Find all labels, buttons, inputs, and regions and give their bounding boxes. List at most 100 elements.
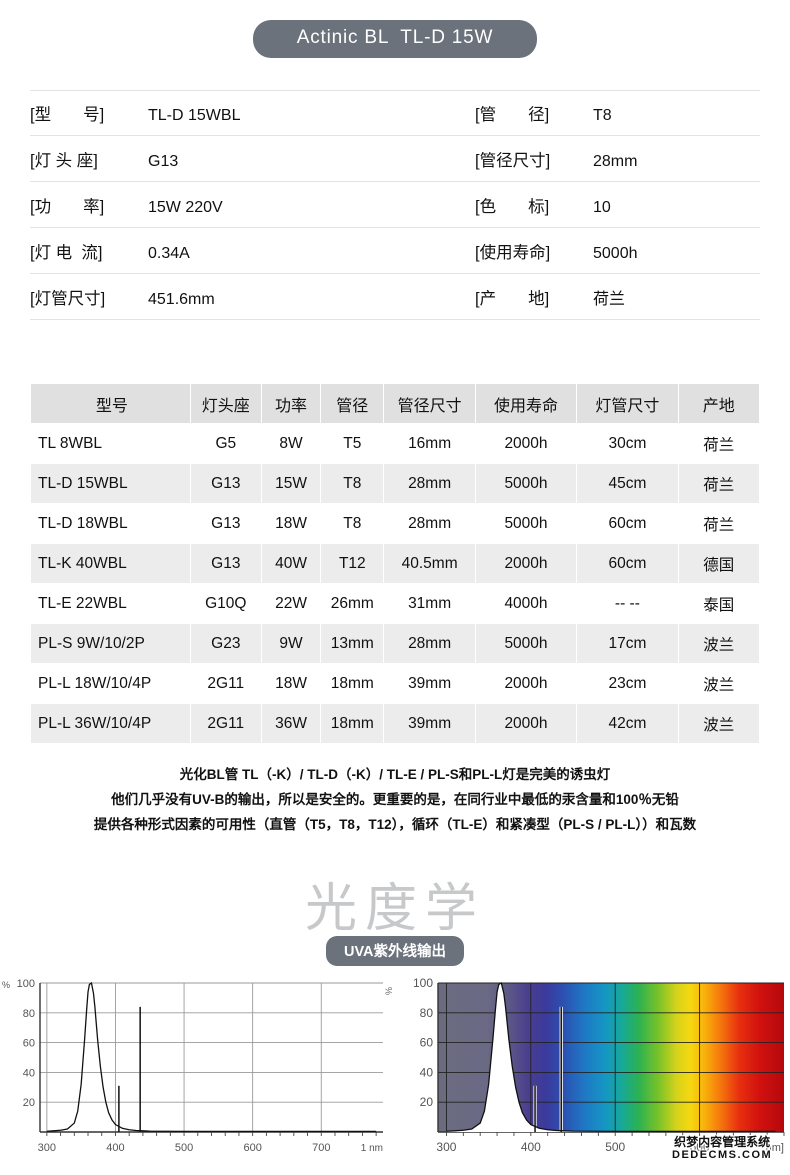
table-cell: 2000h <box>475 424 577 463</box>
svg-text:500: 500 <box>175 1142 193 1154</box>
svg-text:60: 60 <box>420 1036 434 1050</box>
specification-list: [型 号] TL-D 15WBL [管 径] T8 [灯 头 座] G13 [管径尺寸] 28… <box>30 90 760 320</box>
table-cell: 波兰 <box>678 624 759 663</box>
table-row: TL-E 22WBL G10Q 22W 26mm 31mm 4000h -- -- 泰国 <box>31 584 759 623</box>
table-cell: -- -- <box>577 584 678 623</box>
table-cell: 40.5mm <box>384 544 475 583</box>
spec-key: [产 地] <box>475 289 550 308</box>
spec-cell-right: [管径尺寸] 28mm <box>395 147 760 171</box>
table-row: TL-D 15WBL G13 15W T8 28mm 5000h 45cm 荷兰 <box>31 464 759 503</box>
table-cell: 波兰 <box>678 664 759 703</box>
watermark-line-2: DEDECMS.COM <box>672 1149 773 1161</box>
svg-text:%: % <box>2 980 10 990</box>
svg-text:600: 600 <box>690 1140 710 1154</box>
spectral-charts: 20 40 60 80 100% 300 400 500 600 700 1 nm% 20 40 60 8… <box>0 975 790 1175</box>
table-cell: 36W <box>261 704 321 743</box>
table-cell: 31mm <box>384 584 475 623</box>
table-cell: 9W <box>261 624 321 663</box>
table-cell: PL-S 9W/10/2P <box>31 624 190 663</box>
svg-text:80: 80 <box>23 1008 35 1020</box>
spec-row: [灯管尺寸] 451.6mm [产 地] 荷兰 <box>30 274 760 320</box>
svg-text:20: 20 <box>420 1095 434 1109</box>
table-cell: 60cm <box>577 504 678 543</box>
table-row: TL-K 40WBL G13 40W T12 40.5mm 2000h 60cm 德国 <box>31 544 759 583</box>
spec-cell-right: [管 径] T8 <box>395 101 760 125</box>
spec-row: [灯 头 座] G13 [管径尺寸] 28mm <box>30 136 760 182</box>
chart-svg: 20 40 60 80 100 300 400 500 600 nm] <box>413 976 785 1154</box>
table-cell: 8W <box>261 424 321 463</box>
table-cell: 2000h <box>475 704 577 743</box>
spec-value: 451.6mm <box>148 290 215 308</box>
table-cell: 39mm <box>384 664 475 703</box>
table-row: PL-S 9W/10/2P G23 9W 13mm 28mm 5000h 17cm 波兰 <box>31 624 759 663</box>
spec-key: [灯 电 流] <box>30 243 103 262</box>
table-cell: TL-D 15WBL <box>31 464 190 503</box>
spec-cell-right: [色 标] 10 <box>395 193 760 217</box>
table-cell: 18mm <box>321 664 384 703</box>
table-cell: 15W <box>261 464 321 503</box>
table-cell: 42cm <box>577 704 678 743</box>
table-cell: 28mm <box>384 504 475 543</box>
table-cell: 18W <box>261 664 321 703</box>
table-cell: 5000h <box>475 464 577 503</box>
svg-text:40: 40 <box>23 1067 35 1079</box>
spec-value: 荷兰 <box>593 290 626 308</box>
spec-value: 28mm <box>593 152 638 170</box>
description-paragraph: 光化BL管 TL（-K）/ TL-D（-K）/ TL-E / PL-S和PL-L… <box>0 762 790 837</box>
spec-row: [灯 电 流] 0.34A [使用寿命] 5000h <box>30 228 760 274</box>
site-watermark: 织梦内容管理系统 DEDECMS.COM <box>672 1136 772 1162</box>
spec-key: [色 标] <box>475 197 550 216</box>
spec-row: [型 号] TL-D 15WBL [管 径] T8 <box>30 90 760 136</box>
svg-text:700: 700 <box>312 1142 330 1154</box>
table-cell: TL-K 40WBL <box>31 544 190 583</box>
table-cell: 23cm <box>577 664 678 703</box>
description-line-1: 光化BL管 TL（-K）/ TL-D（-K）/ TL-E / PL-S和PL-L… <box>179 767 611 782</box>
table-column-header: 灯头座 <box>190 384 261 423</box>
table-cell: 28mm <box>384 624 475 663</box>
svg-text:%: % <box>384 987 394 995</box>
spec-cell-left: [功 率] 15W 220V <box>30 193 395 217</box>
table-column-header: 管径尺寸 <box>384 384 475 423</box>
svg-text:300: 300 <box>436 1140 456 1154</box>
table-row: TL-D 18WBL G13 18W T8 28mm 5000h 60cm 荷兰 <box>31 504 759 543</box>
table-row: PL-L 18W/10/4P 2G11 18W 18mm 39mm 2000h 23cm 波兰 <box>31 664 759 703</box>
svg-text:100: 100 <box>17 978 35 990</box>
svg-text:20: 20 <box>23 1097 35 1109</box>
table-column-header: 功率 <box>261 384 321 423</box>
page-title: Actinic BL TL-D 15W <box>252 20 538 58</box>
spec-cell-left: [灯 头 座] G13 <box>30 147 395 171</box>
spec-key: [功 率] <box>30 197 105 216</box>
table-cell: 泰国 <box>678 584 759 623</box>
svg-text:80: 80 <box>420 1006 434 1020</box>
spectral-chart-plain: 20 40 60 80 100% 300 400 500 600 700 1 nm% <box>0 975 395 1170</box>
table-cell: T5 <box>321 424 384 463</box>
table-row: PL-L 36W/10/4P 2G11 36W 18mm 39mm 2000h 42cm 波兰 <box>31 704 759 743</box>
table-cell: 28mm <box>384 464 475 503</box>
table-cell: 22W <box>261 584 321 623</box>
table-cell: 45cm <box>577 464 678 503</box>
table-cell: 2G11 <box>190 704 261 743</box>
uva-badge-wrap: UVA紫外线输出 <box>0 936 790 966</box>
table-cell: G13 <box>190 504 261 543</box>
table-cell: 17cm <box>577 624 678 663</box>
uva-output-badge: UVA紫外线输出 <box>325 936 465 966</box>
table-cell: 5000h <box>475 504 577 543</box>
table-cell: 16mm <box>384 424 475 463</box>
table-cell: 荷兰 <box>678 464 759 503</box>
description-line-3: 提供各种形式因素的可用性（直管（T5，T8，T12），循环（TL-E）和紧凑型（… <box>93 817 697 832</box>
svg-text:400: 400 <box>521 1140 541 1154</box>
spec-value: 5000h <box>593 244 638 262</box>
table-cell: 2000h <box>475 544 577 583</box>
table-cell: TL 8WBL <box>31 424 190 463</box>
spec-cell-right: [使用寿命] 5000h <box>395 239 760 263</box>
product-title-banner: Actinic BL TL-D 15W <box>0 20 790 58</box>
table-cell: 18W <box>261 504 321 543</box>
table-cell: T8 <box>321 464 384 503</box>
svg-text:500: 500 <box>605 1140 625 1154</box>
spec-key: [管 径] <box>475 106 550 124</box>
table-cell: G10Q <box>190 584 261 623</box>
table-cell: G13 <box>190 464 261 503</box>
table-cell: 13mm <box>321 624 384 663</box>
spec-key: [管径尺寸] <box>475 151 551 170</box>
